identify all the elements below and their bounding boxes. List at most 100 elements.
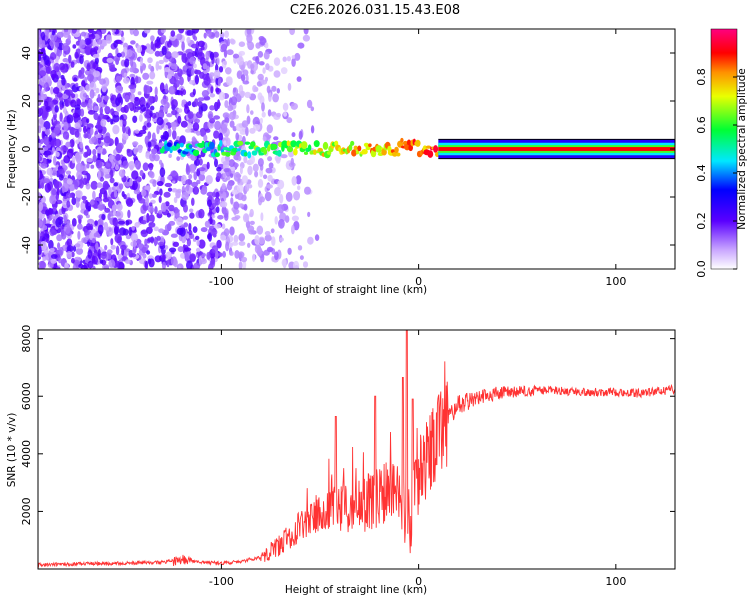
- spectrogram-cell: [199, 127, 207, 137]
- spectrogram-cell: [161, 45, 167, 56]
- spectrogram-cell: [74, 51, 79, 59]
- spectrogram-cell: [51, 170, 58, 176]
- spectrogram-cell: [252, 253, 256, 262]
- spectrogram-cell: [299, 255, 304, 260]
- spectrogram-cell: [194, 47, 199, 58]
- spectrogram-cell: [161, 261, 167, 269]
- spectrogram-cell: [114, 165, 120, 171]
- spectrogram-trace-cell: [391, 151, 398, 157]
- spectrogram-cell: [85, 84, 91, 92]
- spectrogram-cell: [196, 239, 200, 246]
- spectrogram-cell: [44, 182, 51, 193]
- spectrogram-cell: [50, 69, 57, 79]
- spectrogram-trace-cell: [317, 147, 324, 153]
- spectrogram-cell: [43, 109, 48, 118]
- spectrogram-cell: [134, 129, 140, 134]
- spectrogram-cell: [233, 171, 241, 182]
- spectrogram-cell: [215, 206, 220, 214]
- spectrogram-cell: [135, 132, 143, 137]
- spectrogram-cell: [120, 51, 126, 58]
- spectrogram-cell: [191, 197, 195, 206]
- spectrogram-cell: [147, 147, 151, 152]
- spectrogram-cell: [110, 238, 114, 246]
- spectrogram-cell: [146, 122, 152, 128]
- spectrogram-cell: [154, 42, 161, 49]
- spectrogram-cell: [252, 163, 259, 172]
- spectrogram-cell: [87, 260, 94, 269]
- spectrogram-cell: [189, 56, 196, 65]
- spectrogram-cell: [80, 108, 85, 117]
- spectrogram-cell: [191, 43, 199, 49]
- spectrogram-cell: [97, 248, 101, 259]
- spectrogram-trace-cell: [350, 140, 355, 146]
- spectrogram-cell: [56, 92, 63, 98]
- spectrogram-cell: [215, 191, 220, 199]
- spectrogram-cell: [195, 235, 200, 241]
- spectrogram-cell: [48, 239, 54, 250]
- spectrogram-cell: [141, 246, 147, 254]
- spectrogram-cell: [58, 168, 65, 175]
- spectrogram-cell: [107, 249, 113, 255]
- spectrogram-cell: [150, 40, 154, 50]
- spectrogram-cell: [38, 38, 46, 49]
- spectrogram-cell: [201, 185, 208, 194]
- spectrogram-cell: [208, 208, 213, 217]
- spectrogram-cell: [148, 63, 152, 70]
- spectrogram-cell: [75, 190, 83, 198]
- spectrogram-cell: [229, 111, 236, 121]
- colorbar-tick-label: 0.2: [695, 212, 708, 230]
- spectrogram-trace-cell: [201, 140, 205, 146]
- spectrogram-cell: [242, 80, 250, 85]
- spectrogram-cell: [171, 51, 179, 59]
- spectrogram-cell: [165, 201, 170, 207]
- spectrogram-cell: [86, 118, 90, 124]
- spectrogram-cell: [38, 220, 43, 228]
- spectrogram-trace-cell: [290, 140, 297, 148]
- spectrogram-cell: [149, 171, 155, 179]
- spectrogram-cell: [193, 262, 201, 269]
- spectrogram-cell: [286, 56, 291, 62]
- spectrogram-cell: [58, 174, 64, 181]
- spectrogram-cell: [244, 183, 250, 192]
- spectrogram-cell: [148, 162, 154, 171]
- spectrogram-cell: [176, 33, 183, 41]
- spectrogram-cell: [186, 238, 191, 247]
- spectrogram-cell: [276, 88, 280, 94]
- spectrogram-cell: [229, 120, 235, 128]
- spectrogram-cell: [191, 29, 200, 34]
- spectrogram-cell: [80, 67, 85, 75]
- spectrogram-cell: [164, 224, 172, 232]
- spectrogram-cell: [198, 167, 206, 172]
- spectrogram-cell: [165, 251, 172, 260]
- spectrogram-cell: [291, 215, 299, 222]
- spectrogram-cell: [50, 254, 58, 259]
- spectrogram-cell: [109, 177, 115, 184]
- spectrogram-cell: [84, 257, 89, 264]
- spectrogram-cell: [64, 262, 70, 269]
- spectrogram-cell: [80, 165, 86, 172]
- spectrogram-trace-cell: [425, 145, 432, 149]
- spectrogram-cell: [168, 153, 172, 158]
- spectrogram-cell: [49, 194, 57, 205]
- spectrogram-cell: [97, 224, 104, 235]
- spectrogram-cell: [132, 115, 138, 124]
- spectrogram-cell: [75, 40, 81, 46]
- spectrogram-cell: [148, 214, 155, 224]
- spectrogram-trace-cell: [286, 145, 294, 153]
- spectrogram-cell: [285, 191, 293, 202]
- spectrogram-cell: [203, 76, 211, 86]
- spectrogram-cell: [183, 204, 188, 213]
- spectrogram-cell: [151, 193, 157, 198]
- spectrogram-cell: [223, 60, 227, 66]
- spectrogram-cell: [129, 67, 135, 73]
- spectrogram-cell: [79, 39, 86, 49]
- spectrogram-cell: [40, 162, 48, 169]
- spectrogram-cell: [43, 158, 47, 165]
- spectrogram-cell: [220, 43, 227, 52]
- spectrogram-cell: [63, 155, 71, 164]
- spectrogram-cell: [53, 180, 60, 189]
- spectrogram-cell: [176, 156, 181, 162]
- spectrogram-cell: [144, 238, 148, 246]
- spectrogram-cell: [89, 232, 94, 241]
- spectrogram-cell: [99, 259, 104, 264]
